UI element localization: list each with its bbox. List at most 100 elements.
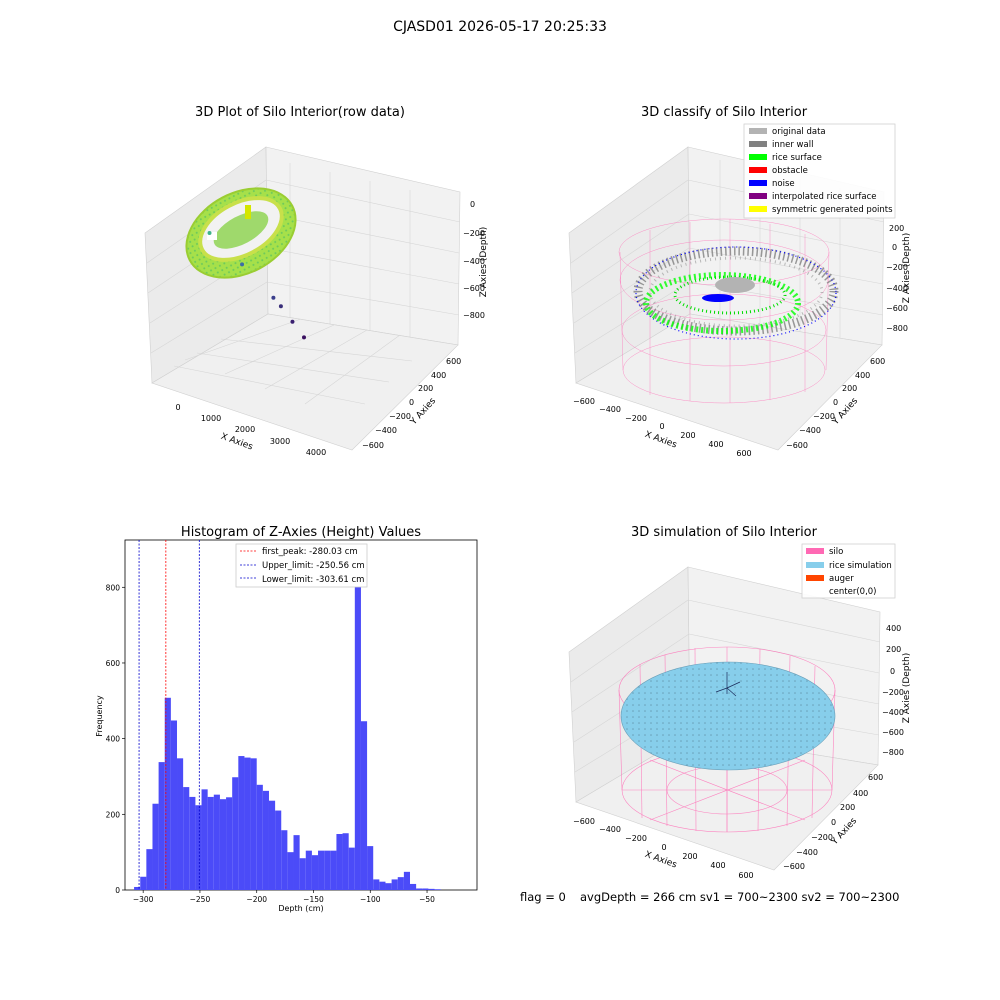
classify-x-tick: −200 [625,414,647,423]
legend-item: obstacle [749,166,808,176]
raw-z-tick: −600 [463,284,485,293]
legend-label: noise [772,179,795,189]
raw-outliers [207,231,306,340]
hist-y-tick-label: 0 [115,886,120,895]
hist-bar [152,803,159,890]
legend-item: first_peak: -280.03 cm [240,547,358,557]
rice-surface-points-inner [673,275,787,315]
legend-label: symmetric generated points [772,205,893,215]
classify-y-tick: −600 [786,441,808,450]
legend-label: auger [829,574,854,584]
raw-x-label: X Axies [219,432,254,453]
raw-outlier-point [278,304,283,309]
simulation-z-tick: −200 [882,688,904,697]
hist-bar [183,787,190,890]
hist-bar [336,834,343,890]
hist-bar [367,846,374,890]
hist-bar [287,852,294,890]
simulation-x-label: X Axies [643,850,678,871]
panel-classify-title: 3D classify of Silo Interior [641,105,808,120]
raw-z-label: Z Axies (Depth) [479,227,489,298]
hist-bar [256,784,263,890]
simulation-z-tick: 0 [890,667,895,676]
legend-label: Upper_limit: -250.56 cm [262,561,365,571]
simulation-x-tick: −400 [599,825,621,834]
raw-y-tick: −400 [375,426,397,435]
raw-outlier-point [302,335,306,340]
hist-bars [134,557,441,890]
hist-bar [385,883,392,890]
simulation-y-tick: −600 [783,862,805,871]
hist-bar [268,800,276,890]
hist-legend: first_peak: -280.03 cm Upper_limit: -250… [235,543,368,588]
classify-z-tick: −600 [886,304,908,313]
hist-bar [226,797,233,890]
panel-classify-3d: 3D classify of Silo Interior [568,105,912,458]
hist-x-tick-label: −150 [303,895,324,904]
hist-bar [158,762,165,890]
classify-x-tick: −400 [599,405,621,414]
pane-right [265,146,461,346]
hist-bar [360,721,368,890]
hist-x-tick-label: −50 [419,895,435,904]
classify-x-ticks: −600 −400 −200 0 200 400 600 [573,397,752,458]
hist-bar [219,799,227,890]
center-original-cluster [715,277,755,293]
raw-z-tick: −800 [463,311,485,320]
raw-y-tick: 0 [409,398,414,407]
hist-bar [201,789,208,890]
raw-y-tick: 200 [418,384,433,393]
classify-z-tick: −400 [886,284,908,293]
raw-x-tick: 3000 [270,437,290,446]
raw-y-tick: −200 [389,412,411,421]
simulation-z-ticks: 400 200 0 −200 −400 −600 −800 [882,624,904,757]
legend-item: noise [749,179,795,189]
simulation-x-tick: −600 [573,817,595,826]
simulation-y-tick: 200 [840,803,855,812]
panel-raw-3d: 3D Plot of Silo Interior(row data) [144,105,489,457]
hist-y-tick-label: 200 [106,810,121,819]
legend-label: obstacle [772,166,808,176]
footer-flag: flag = 0 [520,890,566,904]
simulation-x-tick: 0 [661,843,666,852]
simulation-z-tick: 400 [886,624,901,633]
legend-item: rice simulation [806,561,892,571]
simulation-x-tick: 200 [682,852,697,861]
raw-outlier-point [271,295,276,300]
hist-y-label: Frequency [95,695,104,737]
raw-x-tick: 2000 [235,425,255,434]
hist-bar [324,850,331,890]
legend-label: first_peak: -280.03 cm [262,547,358,557]
classify-x-tick: −600 [573,397,595,406]
legend-item: symmetric generated points [749,205,893,215]
hist-bar [403,871,411,890]
hist-bar [250,758,257,890]
legend-item: rice surface [749,153,822,163]
classify-y-tick: 400 [855,371,870,380]
hist-bar [428,888,435,890]
hist-y-tick-label: 400 [106,735,121,744]
simulation-z-tick: −400 [882,708,904,717]
classify-x-tick: 400 [708,440,723,449]
grid-lines [570,160,885,354]
hist-x-tick-label: −250 [190,895,211,904]
legend-label: interpolated rice surface [772,192,877,202]
figure-title: CJASD01 2026-05-17 20:25:33 [393,19,607,35]
raw-y-tick: 600 [446,357,461,366]
panel-simulation-title: 3D simulation of Silo Interior [631,525,818,540]
classify-z-ticks: 200 0 −200 −400 −600 −800 [886,224,908,333]
raw-y-tick: 400 [431,371,446,380]
hist-y-ticks: 0 200 400 600 800 [106,583,125,895]
hist-x-ticks: −300 −250 −200 −150 −100 −50 [133,890,435,904]
hist-bar [140,876,147,890]
hist-bar [146,849,153,890]
raw-z-tick: 0 [470,200,475,209]
hist-bar [305,850,312,890]
legend-label: Lower_limit: -303.61 cm [262,575,364,585]
hist-bar [373,879,380,890]
raw-y-ticks: 600 400 200 0 −200 −400 −600 [362,357,461,450]
hist-x-tick-label: −100 [360,895,381,904]
hist-bar [354,557,361,890]
classify-y-ticks: 600 400 200 0 −200 −400 −600 [786,357,885,450]
